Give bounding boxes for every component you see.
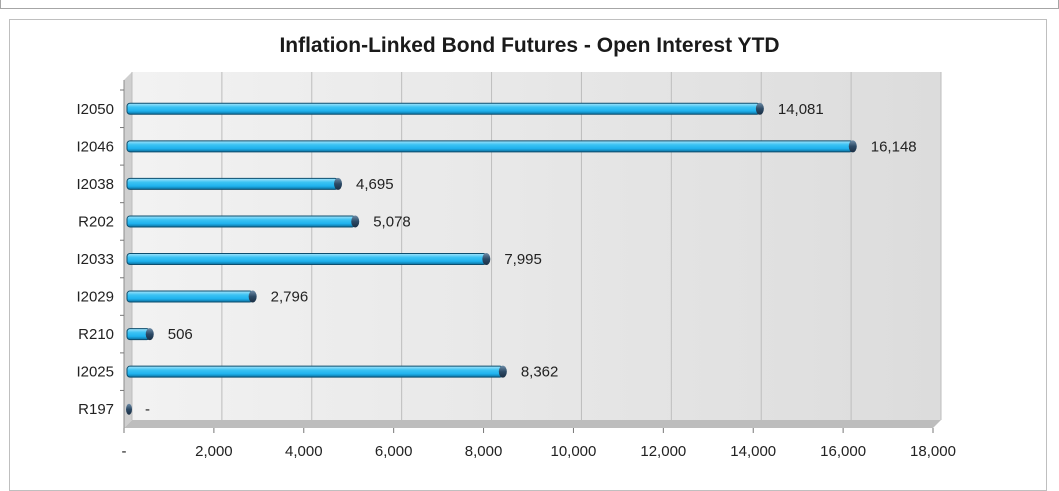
- y-tick-label: I2025: [76, 364, 114, 381]
- x-tick-label: 8,000: [465, 443, 503, 460]
- bar-end-cap: [755, 102, 764, 115]
- data-label: 2,796: [271, 289, 309, 306]
- x-tick-label: 4,000: [285, 443, 323, 460]
- bar-end-cap: [482, 253, 491, 265]
- bar-end-cap: [351, 215, 360, 228]
- bar: [126, 328, 154, 341]
- bar: [126, 102, 764, 115]
- x-tick-label: 14,000: [730, 443, 776, 460]
- bar-body: [126, 253, 487, 265]
- bar: [126, 177, 343, 190]
- bar-end-cap: [145, 328, 154, 341]
- bar: [126, 253, 491, 265]
- plot-back-wall: [132, 72, 941, 420]
- bar-body: [126, 102, 761, 115]
- bar-end-cap: [334, 177, 343, 190]
- x-tick-label: 16,000: [820, 443, 866, 460]
- bar-end-cap: [848, 140, 857, 153]
- plot-floor: [124, 420, 941, 428]
- data-label: 5,078: [373, 213, 411, 230]
- plot-area: [124, 72, 941, 428]
- bar-body: [126, 177, 339, 190]
- bar-body: [126, 365, 504, 378]
- data-label: 14,081: [778, 101, 824, 118]
- data-label: -: [145, 401, 150, 418]
- y-tick-label: R197: [78, 401, 114, 418]
- bar-body: [126, 290, 254, 303]
- bar-body: [126, 140, 854, 153]
- y-tick-label: I2029: [76, 289, 114, 306]
- y-tick-label: R210: [78, 326, 114, 343]
- y-tick-label: I2038: [76, 176, 114, 193]
- bar-end-cap: [248, 290, 257, 303]
- bar: [126, 290, 257, 303]
- bar-chart: - 2,000 4,000 6,000 8,000 10,000 12,000 14,000 1…: [76, 72, 956, 460]
- x-tick-label: 18,000: [910, 443, 956, 460]
- x-tick-label: 10,000: [550, 443, 596, 460]
- bar: [126, 140, 857, 153]
- labels: - 2,000 4,000 6,000 8,000 10,000 12,000 14,000 1…: [76, 101, 955, 460]
- chart-title: Inflation-Linked Bond Futures - Open Int…: [279, 34, 780, 57]
- data-label: 506: [168, 326, 193, 343]
- data-label: 8,362: [521, 364, 559, 381]
- bar: [126, 215, 360, 228]
- x-tick-label: 12,000: [640, 443, 686, 460]
- bar-end-cap: [126, 403, 132, 415]
- y-tick-label: I2050: [76, 101, 114, 118]
- bar-body: [126, 215, 356, 228]
- bar: [126, 403, 132, 415]
- x-tick-label: 2,000: [195, 443, 233, 460]
- x-tick-label: -: [122, 443, 127, 460]
- data-label: 4,695: [356, 176, 394, 193]
- y-tick-label: I2033: [76, 251, 114, 268]
- bar-end-cap: [498, 365, 507, 378]
- y-tick-label: I2046: [76, 138, 114, 155]
- bar: [126, 365, 507, 378]
- y-tick-label: R202: [78, 213, 114, 230]
- bars: [126, 102, 857, 415]
- data-label: 7,995: [504, 251, 542, 268]
- x-tick-label: 6,000: [375, 443, 413, 460]
- data-label: 16,148: [871, 138, 917, 155]
- gridlines: [120, 72, 942, 433]
